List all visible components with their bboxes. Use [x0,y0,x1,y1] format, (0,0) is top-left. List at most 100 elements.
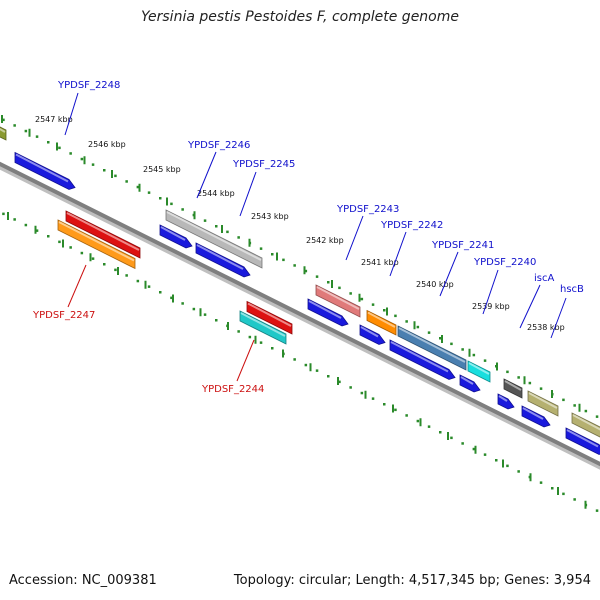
gene-label[interactable]: YPDSF_2247 [32,310,95,321]
track-dot [315,275,319,278]
gene-label[interactable]: hscB [560,284,584,295]
track-dot [13,124,16,127]
feature-2244-red[interactable] [246,300,293,335]
gene-leader-line [389,231,407,277]
track-dot [573,404,576,407]
track-dot [461,442,464,445]
track-dot [383,309,386,312]
gene-label[interactable]: YPDSF_2248 [57,80,120,91]
tick-label: 2542 kbp [306,236,344,245]
track-dot [360,391,364,395]
track-dot [271,347,274,350]
gene-leader-line [239,171,257,217]
track-dot [483,453,487,456]
cds-2242[interactable] [359,324,386,345]
track-dot [349,292,352,295]
track-dot [80,251,84,255]
feature-2240-cyan-highlight [468,362,490,375]
track-dot [159,197,162,200]
track-dot [349,386,352,389]
track-dot [439,431,442,434]
track-dot [47,235,50,238]
track-dot [91,163,95,166]
gene-label[interactable]: YPDSF_2245 [232,159,295,170]
track-dot [450,342,453,346]
feature-2240-cyan[interactable] [467,360,491,383]
track-dot [293,358,296,361]
gene-leader-line [345,215,364,261]
feature-iscA-olive[interactable] [527,390,559,417]
feature-2247-orange[interactable] [57,219,136,270]
tick-label: 2543 kbp [251,212,289,221]
track-dot [405,320,408,323]
track-dot [181,302,184,305]
cds-2246[interactable] [159,224,193,249]
track-dot [125,274,128,277]
tick-label: 2544 kbp [197,189,235,198]
cds-iscA-highlight [522,407,544,420]
gene-label[interactable]: YPDSF_2246 [187,140,250,151]
track-dot [315,369,319,372]
gene-leader-line [482,269,499,315]
cds-2245[interactable] [195,242,251,278]
cds-2240-a-highlight [460,376,474,385]
feature-gray-dark[interactable] [503,378,523,399]
feature-2246-grey-highlight [166,211,262,261]
track-dot [13,218,16,221]
tick-label: 2546 kbp [88,140,126,149]
cds-iscA[interactable] [521,405,551,428]
gene-label[interactable]: iscA [534,273,554,284]
backbone-shadow [0,164,600,470]
gene-label[interactable]: YPDSF_2244 [201,384,264,395]
gene-label[interactable]: YPDSF_2240 [473,257,536,268]
cds-2245-highlight [196,244,244,270]
track-dot [539,387,543,390]
track-dot [24,223,28,227]
track-dot [495,459,498,462]
track-dot [170,202,173,206]
track-dot [517,376,520,379]
feature-iscA-olive-highlight [528,392,558,409]
track-dot [114,174,117,178]
cds-2240-a[interactable] [459,374,481,393]
cds-hscB[interactable] [565,427,600,455]
feature-2246-grey[interactable] [165,209,263,269]
gene-label[interactable]: YPDSF_2241 [431,240,494,251]
track-dot [371,397,375,400]
track-dot [304,363,308,367]
track-dot [80,157,84,161]
track-dot [584,409,588,413]
cds-2241[interactable] [389,339,456,380]
track-dot [405,414,408,417]
track-dot [427,425,431,428]
track-dot [304,269,308,273]
track-dot [24,129,28,133]
feature-2242-orange[interactable] [366,309,397,336]
cds-2248[interactable] [14,151,76,190]
cds-2240-b[interactable] [497,393,515,410]
feature-hscB-olive[interactable] [571,412,600,440]
track-dot [192,307,196,311]
feature-left-olive[interactable] [0,122,7,141]
backbone-layer [0,161,600,470]
track-dot [416,419,420,423]
cds-2243[interactable] [307,298,349,327]
track-dot [271,253,274,256]
feature-2241-steel[interactable] [397,325,467,371]
track-dot [383,403,386,406]
track-dot [450,436,453,440]
gene-label[interactable]: YPDSF_2242 [380,220,443,231]
feature-2244-cyan[interactable] [239,310,287,345]
track-dot [114,268,117,272]
track-dot [91,257,95,260]
track-dot [136,279,140,283]
track-dot [2,212,5,216]
track-dot [517,470,520,473]
track-dot [506,464,509,468]
track-dot [47,141,50,144]
gene-label[interactable]: YPDSF_2243 [336,204,399,215]
feature-2243-pink[interactable] [315,284,361,318]
feature-2247-red[interactable] [65,210,141,259]
track-dot [203,313,207,316]
